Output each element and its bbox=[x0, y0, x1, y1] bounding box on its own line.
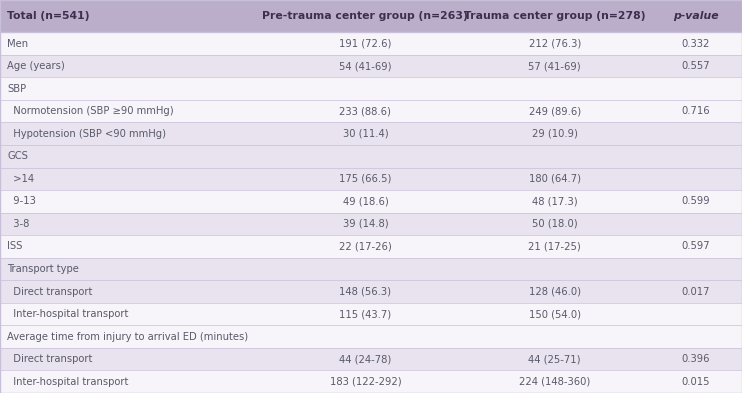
Text: 49 (18.6): 49 (18.6) bbox=[343, 196, 388, 206]
Text: 150 (54.0): 150 (54.0) bbox=[528, 309, 581, 319]
Text: 44 (24-78): 44 (24-78) bbox=[339, 354, 392, 364]
Text: 0.599: 0.599 bbox=[681, 196, 710, 206]
Text: 180 (64.7): 180 (64.7) bbox=[528, 174, 581, 184]
Text: 0.557: 0.557 bbox=[681, 61, 710, 71]
Text: 249 (89.6): 249 (89.6) bbox=[528, 106, 581, 116]
Bar bbox=[0, 235, 742, 258]
Text: Inter-hospital transport: Inter-hospital transport bbox=[7, 309, 129, 319]
Bar bbox=[0, 32, 742, 55]
Text: ISS: ISS bbox=[7, 241, 23, 252]
Text: 48 (17.3): 48 (17.3) bbox=[532, 196, 577, 206]
Text: SBP: SBP bbox=[7, 84, 27, 94]
Text: 0.396: 0.396 bbox=[681, 354, 710, 364]
Text: GCS: GCS bbox=[7, 151, 28, 161]
Bar bbox=[0, 100, 742, 122]
Text: 0.015: 0.015 bbox=[681, 377, 710, 387]
Bar bbox=[0, 190, 742, 213]
Text: 191 (72.6): 191 (72.6) bbox=[339, 39, 392, 48]
Bar bbox=[0, 145, 742, 167]
Bar bbox=[0, 213, 742, 235]
Text: 183 (122-292): 183 (122-292) bbox=[329, 377, 401, 387]
Text: 148 (56.3): 148 (56.3) bbox=[339, 286, 392, 297]
Text: Normotension (SBP ≥90 mmHg): Normotension (SBP ≥90 mmHg) bbox=[7, 106, 174, 116]
Text: 54 (41-69): 54 (41-69) bbox=[339, 61, 392, 71]
Bar bbox=[0, 371, 742, 393]
Text: 3-8: 3-8 bbox=[7, 219, 30, 229]
Text: Trauma center group (n=278): Trauma center group (n=278) bbox=[464, 11, 646, 21]
Text: Hypotension (SBP <90 mmHg): Hypotension (SBP <90 mmHg) bbox=[7, 129, 166, 139]
Text: Age (years): Age (years) bbox=[7, 61, 65, 71]
Bar bbox=[0, 325, 742, 348]
Text: 30 (11.4): 30 (11.4) bbox=[343, 129, 388, 139]
Text: 175 (66.5): 175 (66.5) bbox=[339, 174, 392, 184]
Bar bbox=[0, 77, 742, 100]
Bar bbox=[0, 348, 742, 371]
Text: Pre-trauma center group (n=263): Pre-trauma center group (n=263) bbox=[263, 11, 468, 21]
Text: 0.597: 0.597 bbox=[681, 241, 710, 252]
Text: 212 (76.3): 212 (76.3) bbox=[528, 39, 581, 48]
Text: Men: Men bbox=[7, 39, 28, 48]
Bar bbox=[0, 303, 742, 325]
Text: p-value: p-value bbox=[673, 11, 718, 21]
Text: 22 (17-26): 22 (17-26) bbox=[339, 241, 392, 252]
Text: Direct transport: Direct transport bbox=[7, 354, 93, 364]
Bar bbox=[0, 123, 742, 145]
Text: Total (n=541): Total (n=541) bbox=[7, 11, 90, 21]
Text: 115 (43.7): 115 (43.7) bbox=[339, 309, 392, 319]
Text: Average time from injury to arrival ED (minutes): Average time from injury to arrival ED (… bbox=[7, 332, 249, 342]
Text: Transport type: Transport type bbox=[7, 264, 79, 274]
Text: 233 (88.6): 233 (88.6) bbox=[340, 106, 391, 116]
Text: 224 (148-360): 224 (148-360) bbox=[519, 377, 591, 387]
Bar bbox=[0, 55, 742, 77]
Bar bbox=[0, 280, 742, 303]
Bar bbox=[0, 0, 742, 32]
Text: Inter-hospital transport: Inter-hospital transport bbox=[7, 377, 129, 387]
Text: >14: >14 bbox=[7, 174, 35, 184]
Text: 0.332: 0.332 bbox=[681, 39, 710, 48]
Text: 0.017: 0.017 bbox=[681, 286, 710, 297]
Text: 57 (41-69): 57 (41-69) bbox=[528, 61, 581, 71]
Text: 29 (10.9): 29 (10.9) bbox=[532, 129, 577, 139]
Text: 128 (46.0): 128 (46.0) bbox=[528, 286, 581, 297]
Bar bbox=[0, 167, 742, 190]
Text: Direct transport: Direct transport bbox=[7, 286, 93, 297]
Text: 50 (18.0): 50 (18.0) bbox=[532, 219, 577, 229]
Bar bbox=[0, 258, 742, 280]
Text: 0.716: 0.716 bbox=[681, 106, 710, 116]
Text: 9-13: 9-13 bbox=[7, 196, 36, 206]
Text: 44 (25-71): 44 (25-71) bbox=[528, 354, 581, 364]
Text: 39 (14.8): 39 (14.8) bbox=[343, 219, 388, 229]
Text: 21 (17-25): 21 (17-25) bbox=[528, 241, 581, 252]
